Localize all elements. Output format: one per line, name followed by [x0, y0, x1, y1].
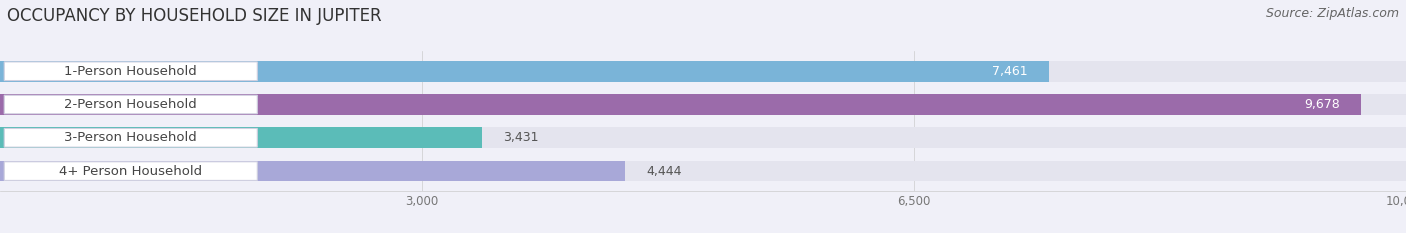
Bar: [0, 61, 1406, 82]
Bar: [0, 94, 1361, 115]
Text: 4+ Person Household: 4+ Person Household: [59, 164, 202, 178]
Text: 4,444: 4,444: [645, 164, 682, 178]
FancyBboxPatch shape: [4, 162, 257, 180]
Text: 3,431: 3,431: [503, 131, 538, 144]
Bar: [0, 127, 1406, 148]
Bar: [0, 127, 482, 148]
FancyBboxPatch shape: [4, 128, 257, 147]
Text: Source: ZipAtlas.com: Source: ZipAtlas.com: [1265, 7, 1399, 20]
Text: 3-Person Household: 3-Person Household: [65, 131, 197, 144]
FancyBboxPatch shape: [4, 95, 257, 114]
Text: OCCUPANCY BY HOUSEHOLD SIZE IN JUPITER: OCCUPANCY BY HOUSEHOLD SIZE IN JUPITER: [7, 7, 381, 25]
Bar: [0, 61, 1049, 82]
Bar: [0, 94, 1406, 115]
Text: 7,461: 7,461: [993, 65, 1028, 78]
Text: 1-Person Household: 1-Person Household: [65, 65, 197, 78]
Text: 2-Person Household: 2-Person Household: [65, 98, 197, 111]
Text: 9,678: 9,678: [1303, 98, 1340, 111]
Bar: [0, 161, 624, 182]
FancyBboxPatch shape: [4, 62, 257, 81]
Bar: [0, 161, 1406, 182]
